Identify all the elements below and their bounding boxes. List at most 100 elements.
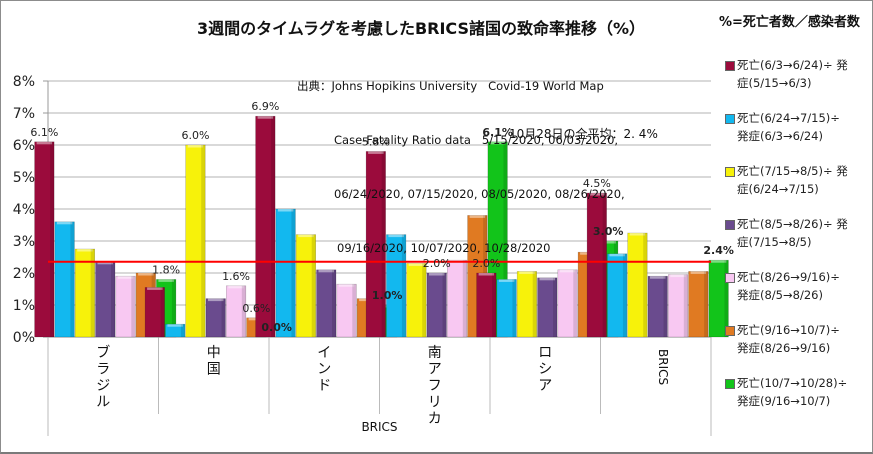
category-label: BRICS	[656, 349, 670, 385]
bar-shade	[180, 324, 185, 337]
chart-title: 3週間のタイムラグを考慮したBRICS諸国の致命率推移（%）	[196, 19, 646, 38]
y-tick-label: 7%	[13, 106, 35, 122]
bar-shade	[442, 273, 447, 337]
data-label: 5.8%	[362, 135, 390, 148]
bar-highlight	[469, 215, 486, 218]
bar-highlight	[589, 193, 605, 196]
source-line: 出典：Johns Hopikins University Covid-19 Wo…	[297, 79, 604, 93]
bar-5-0	[586, 192, 607, 338]
y-tick-label: 4%	[13, 202, 35, 218]
bar-shade	[70, 221, 75, 337]
legend-label: 死亡(8/26→9/16)÷	[737, 270, 840, 284]
data-label: 0.0%	[261, 321, 292, 334]
bar-highlight	[690, 271, 707, 274]
bar-highlight	[138, 273, 154, 276]
category-label-char: リ	[428, 395, 442, 411]
legend-label: 死亡(6/24→7/15)÷	[737, 111, 840, 125]
bar-shade	[90, 249, 95, 337]
legend-item: 死亡(7/15→8/5)÷ 発症(6/24→7/15)	[725, 162, 870, 215]
bar-highlight	[167, 324, 183, 327]
bar-3-1	[386, 234, 407, 338]
average-annotation: 10月28日の全平均：2. 4%	[509, 127, 658, 141]
data-label: 6.1%	[482, 126, 513, 139]
bar-shade	[171, 279, 176, 337]
bar-highlight	[158, 279, 174, 282]
bar-highlight	[559, 269, 576, 273]
bar-5-2	[627, 232, 648, 338]
bar-shade	[381, 151, 386, 337]
legend-label: 発症(8/5→8/26)	[737, 288, 823, 302]
category-label-char: 南	[428, 345, 442, 361]
bar-highlight	[97, 261, 113, 265]
bar-shade	[422, 263, 427, 337]
bar-4-1	[496, 279, 517, 338]
y-tick-label: 2%	[13, 266, 35, 282]
category-label-char: シ	[538, 362, 552, 378]
bar-highlight	[117, 276, 134, 279]
data-label: 3.0%	[593, 225, 624, 238]
category-label-char: ド	[317, 378, 331, 394]
bar-2-3	[316, 269, 337, 338]
legend-item: 死亡(10/7→10/28)÷ 発症(9/16→10/7)	[725, 374, 870, 427]
data-label: 6.9%	[251, 100, 279, 113]
legend-label: 死亡(8/5→8/26)÷ 発	[737, 217, 848, 231]
legend-label: 死亡(9/16→10/7)÷	[737, 323, 840, 337]
y-tick-label: 5%	[13, 170, 35, 186]
data-label: 1.0%	[372, 289, 403, 302]
legend-swatch	[725, 114, 735, 124]
data-label: 1.8%	[152, 263, 180, 276]
chart-source: 出典：Johns Hopikins University Covid-19 Wo…	[297, 41, 625, 293]
data-label: 2.0%	[472, 257, 500, 270]
y-tick-label: 1%	[13, 298, 35, 314]
bar-highlight	[77, 249, 93, 252]
source-line: 06/24/2020, 07/15/2020, 08/05/2020, 08/2…	[334, 187, 625, 201]
bar-shade	[221, 298, 226, 337]
legend-item: 死亡(8/26→9/16)÷ 発症(8/5→8/26)	[725, 268, 870, 321]
bar-1-1	[165, 323, 186, 338]
y-tick-label: 6%	[13, 138, 35, 154]
bar-highlight	[519, 271, 535, 274]
bar-3-3	[426, 272, 447, 338]
category-label-char: ロ	[538, 345, 552, 361]
y-tick-label: 3%	[13, 234, 35, 250]
legend-swatch	[725, 326, 735, 336]
bar-shade	[724, 260, 729, 337]
bar-4-2	[516, 271, 538, 338]
bar-2-0	[255, 115, 276, 338]
bar-highlight	[368, 151, 384, 154]
bar-0-0	[34, 141, 55, 338]
bar-shade	[201, 145, 206, 337]
bar-highlight	[277, 209, 294, 212]
bar-highlight	[318, 269, 334, 273]
bar-highlight	[228, 285, 244, 289]
bar-shade	[573, 269, 578, 337]
legend-label: 発症(9/16→10/7)	[737, 394, 831, 408]
category-label-char: フ	[428, 378, 442, 394]
category-label-char: ブ	[96, 344, 110, 361]
bar-shade	[241, 285, 246, 337]
legend-label: 死亡(7/15→8/5)÷ 発	[737, 164, 848, 178]
bar-3-2	[406, 263, 427, 338]
bar-shade	[683, 274, 688, 337]
bar-1-0	[144, 287, 165, 338]
category-label-char: カ	[428, 411, 442, 427]
bar-highlight	[338, 284, 355, 287]
category-label: 中国	[207, 345, 221, 378]
category-label-char: ラ	[96, 362, 110, 378]
legend-swatch	[725, 167, 735, 177]
bar-2-4	[336, 283, 357, 338]
bar-2-1	[275, 208, 296, 338]
bar-5-6	[708, 259, 729, 338]
bar-shade	[131, 276, 136, 337]
source-line: 09/16/2020, 10/07/2020, 10/28/2020	[337, 241, 551, 255]
legend-item: 死亡(8/5→8/26)÷ 発症(7/15→8/5)	[725, 215, 870, 268]
category-label-char: ア	[538, 378, 552, 394]
bar-shade	[503, 141, 508, 337]
bar-highlight	[257, 116, 274, 119]
legend-label: 発症(8/26→9/16)	[737, 341, 831, 355]
legend-label: 症(5/15→6/3)	[737, 76, 812, 90]
data-label: 1.6%	[222, 270, 250, 283]
bar-shade	[704, 271, 709, 337]
